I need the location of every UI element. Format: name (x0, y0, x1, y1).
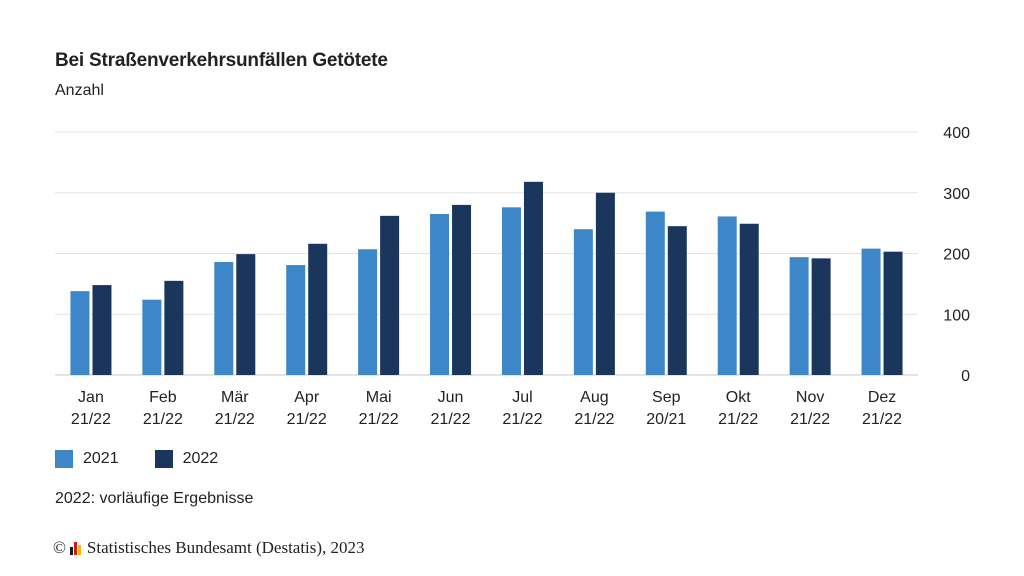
copyright-symbol: © (53, 538, 66, 557)
bar-2022-nov[interactable] (811, 258, 831, 375)
bar-2021-mai[interactable] (358, 249, 378, 375)
bar-2021-okt[interactable] (717, 216, 737, 375)
chart-title: Bei Straßenverkehrsunfällen Getötete (55, 50, 388, 71)
y-tick-label: 400 (943, 125, 970, 142)
bar-2022-mär[interactable] (236, 254, 256, 375)
y-tick-label: 100 (943, 307, 970, 324)
legend-swatch-2022 (154, 450, 173, 468)
x-tick-period: 21/22 (143, 411, 183, 428)
destatis-logo-icon (69, 541, 81, 555)
bar-2021-jan[interactable] (70, 291, 90, 375)
x-tick-month: Aug (580, 389, 608, 406)
source-credit: © Statistisches Bundesamt (Destatis), 20… (53, 538, 365, 558)
legend-swatch-2021 (55, 450, 73, 468)
x-tick-month: Mai (366, 389, 392, 406)
x-tick-month: Apr (294, 389, 320, 406)
x-tick-month: Feb (149, 389, 177, 406)
bar-2022-sep[interactable] (667, 226, 687, 375)
x-tick-month: Jun (438, 389, 464, 406)
bar-2022-jun[interactable] (452, 204, 472, 375)
bar-2021-aug[interactable] (573, 229, 593, 375)
bar-2021-dez[interactable] (861, 248, 881, 375)
legend-item-2022[interactable]: 2022 (154, 450, 219, 468)
bar-2022-feb[interactable] (164, 280, 184, 375)
x-tick-month: Sep (652, 389, 681, 406)
legend-label-2021: 2021 (83, 450, 119, 467)
bars (70, 181, 903, 375)
gridlines (55, 131, 918, 376)
x-tick-period: 21/22 (718, 411, 758, 428)
bar-2021-mär[interactable] (214, 262, 234, 375)
x-tick-month: Dez (868, 389, 896, 406)
y-tick-label: 0 (961, 368, 970, 385)
x-axis-ticks: Jan 21/22 Feb 21/22 Mär 21/22 Apr 21/22 Mai 21/22… (71, 389, 902, 428)
x-tick-period: 21/22 (215, 411, 255, 428)
x-tick-period: 21/22 (790, 411, 830, 428)
bar-2021-jul[interactable] (501, 207, 521, 375)
x-tick-period: 21/22 (71, 411, 111, 428)
bar-2022-okt[interactable] (739, 223, 759, 375)
x-tick-period: 21/22 (502, 411, 542, 428)
x-tick-period: 21/22 (574, 411, 614, 428)
legend: 2021 2022 (55, 450, 254, 468)
bar-2021-feb[interactable] (142, 299, 162, 375)
bar-2022-aug[interactable] (595, 192, 615, 375)
x-tick-month: Jul (512, 389, 532, 406)
x-tick-period: 20/21 (646, 411, 686, 428)
bar-2022-jul[interactable] (523, 181, 543, 375)
y-tick-label: 200 (943, 247, 970, 264)
bar-2022-dez[interactable] (883, 251, 903, 375)
bar-2022-jan[interactable] (92, 285, 112, 375)
legend-label-2022: 2022 (182, 450, 219, 467)
bar-2021-sep[interactable] (645, 211, 665, 375)
x-tick-month: Mär (221, 389, 249, 406)
bar-2021-apr[interactable] (286, 265, 306, 375)
footnote: 2022: vorläufige Ergebnisse (55, 490, 254, 507)
bar-2021-nov[interactable] (789, 257, 809, 375)
legend-item-2021[interactable]: 2021 (55, 450, 119, 468)
y-axis-ticks: 0 100 200 300 400 (943, 125, 970, 385)
x-tick-period: 21/22 (862, 411, 902, 428)
y-tick-label: 300 (943, 186, 970, 203)
x-tick-month: Nov (796, 389, 824, 406)
bar-2021-jun[interactable] (430, 214, 450, 375)
source-text: Statistisches Bundesamt (Destatis), 2023 (86, 538, 365, 557)
x-tick-month: Jan (78, 389, 104, 406)
bar-2022-apr[interactable] (308, 243, 328, 375)
bar-chart: 0 100 200 300 400 Jan 21/22 Feb 21/22 Mär 21/22 Ap… (55, 125, 970, 428)
x-tick-month: Okt (726, 389, 751, 406)
x-tick-period: 21/22 (359, 411, 399, 428)
bar-2022-mai[interactable] (380, 215, 400, 375)
x-tick-period: 21/22 (287, 411, 327, 428)
x-tick-period: 21/22 (431, 411, 471, 428)
chart-subtitle: Anzahl (55, 82, 104, 99)
